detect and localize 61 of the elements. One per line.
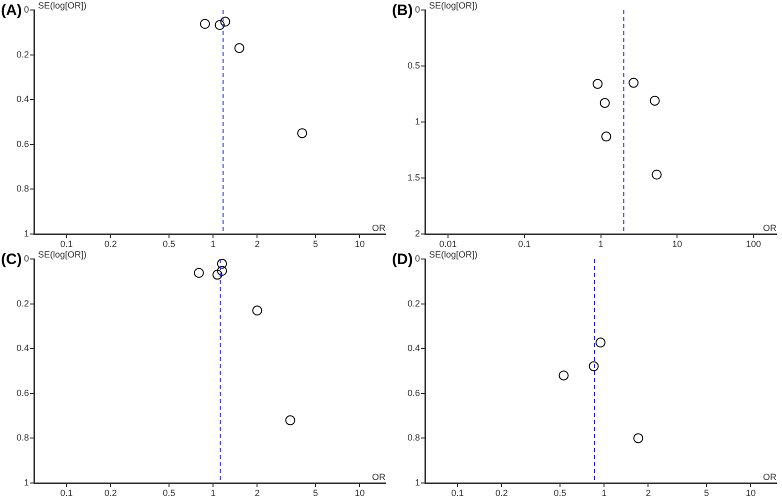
y-tick-label: 0: [414, 4, 420, 14]
x-tick-label: 1: [598, 238, 604, 249]
x-tick-label: 1: [602, 488, 607, 498]
y-tick-label: 0.2: [16, 298, 29, 308]
y-tick-label: 0.6: [16, 388, 29, 398]
y-tick-label: 1.5: [407, 172, 420, 182]
y-axis-title: SE(log[OR]): [38, 249, 87, 260]
x-tick-label: 0.1: [60, 238, 73, 249]
y-tick-label: 0: [24, 4, 29, 14]
y-tick-label: 0.4: [407, 343, 420, 354]
y-tick-label: 1: [414, 116, 420, 126]
chart-title: (A): [1, 2, 22, 20]
x-tick-label: 0.1: [518, 238, 531, 249]
x-tick-label: 5: [313, 238, 318, 249]
y-tick-label: 1: [414, 477, 420, 488]
y-tick-label: 0: [414, 253, 420, 264]
x-tick-label: 0.5: [554, 488, 566, 498]
x-tick-label: 0.1: [451, 488, 464, 498]
x-axis-title: OR: [763, 222, 777, 233]
y-tick-label: 1: [24, 228, 29, 238]
x-tick-label: 2: [254, 488, 260, 498]
y-tick-label: 0.8: [16, 432, 29, 443]
x-tick-label: 5: [704, 488, 710, 498]
x-tick-label: 1: [210, 488, 216, 498]
x-tick-label: 0.1: [60, 488, 73, 498]
x-axis-title: OR: [763, 472, 777, 482]
y-tick-label: 0.2: [16, 49, 29, 60]
x-axis-title: OR: [372, 472, 386, 482]
x-tick-label: 0.01: [439, 238, 457, 249]
y-axis-title: SE(log[OR]): [429, 0, 478, 10]
x-tick-label: 100: [746, 238, 762, 249]
x-tick-label: 10: [354, 488, 365, 498]
x-tick-label: 10: [746, 488, 756, 498]
chart-title: (B): [392, 2, 413, 20]
x-tick-label: 5: [313, 488, 318, 498]
y-tick-label: 0.6: [407, 388, 420, 398]
y-tick-label: 0.4: [16, 343, 29, 354]
x-tick-label: 1: [210, 238, 216, 249]
chart-title: (D): [392, 251, 413, 268]
x-tick-label: 10: [354, 238, 365, 249]
y-tick-label: 0.4: [16, 94, 29, 104]
x-tick-label: 0.2: [104, 238, 117, 249]
x-tick-label: 0.2: [104, 488, 117, 498]
y-axis-title: SE(log[OR]): [429, 249, 478, 260]
x-tick-label: 0.5: [162, 238, 176, 249]
y-tick-label: 0.2: [407, 298, 420, 308]
y-axis-title: SE(log[OR]): [38, 0, 87, 10]
x-tick-label: 0.5: [162, 488, 176, 498]
x-axis-title: OR: [372, 222, 386, 233]
y-tick-label: 0.6: [16, 138, 29, 149]
chart-title: (C): [1, 251, 22, 268]
x-tick-label: 2: [254, 238, 260, 249]
y-tick-label: 0.8: [16, 184, 29, 194]
y-tick-label: 0: [24, 253, 29, 264]
x-tick-label: 10: [672, 238, 682, 249]
y-tick-label: 1: [24, 477, 29, 488]
x-tick-label: 0.2: [495, 488, 508, 498]
y-tick-label: 0.8: [407, 432, 420, 443]
y-tick-label: 2: [414, 228, 420, 238]
x-tick-label: 2: [646, 488, 651, 498]
y-tick-label: 0.5: [407, 60, 420, 70]
